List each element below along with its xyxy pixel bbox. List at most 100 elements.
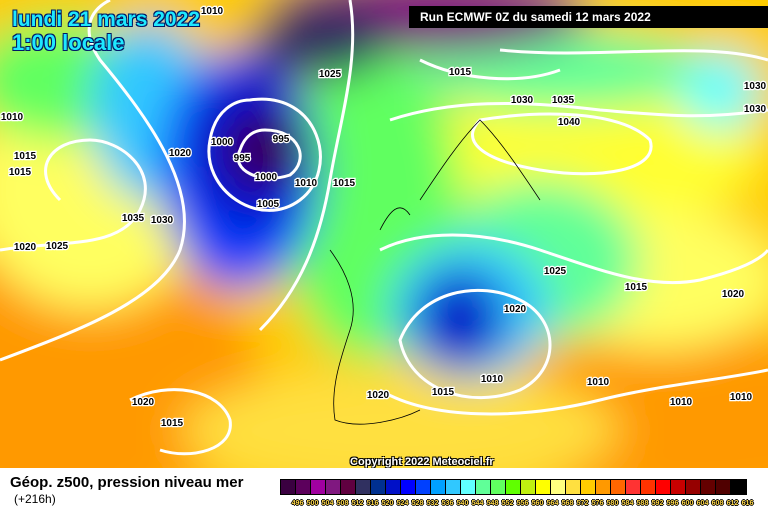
scale-swatch xyxy=(686,480,701,494)
isobar-label: 1020 xyxy=(14,242,37,253)
scale-label: 584 xyxy=(621,500,634,507)
scale-swatch xyxy=(281,480,296,494)
scale-label: 588 xyxy=(636,500,649,507)
scale-label: 536 xyxy=(441,500,454,507)
isobar-label: 995 xyxy=(273,134,290,145)
isobar-label: 1030 xyxy=(511,95,534,106)
isobar-label: 1010 xyxy=(481,374,504,385)
isobar-label: 995 xyxy=(234,153,251,164)
scale-label: 608 xyxy=(711,500,724,507)
isobar-label: 1010 xyxy=(1,112,24,123)
copyright: Copyright 2022 Meteociel.fr xyxy=(350,456,494,468)
scale-swatch xyxy=(386,480,401,494)
map-title: Géop. z500, pression niveau mer xyxy=(10,474,244,491)
scale-label: 516 xyxy=(366,500,379,507)
scale-swatch xyxy=(701,480,716,494)
isobar-label: 1010 xyxy=(201,6,224,17)
isobar-label: 1015 xyxy=(449,67,472,78)
isobar-label: 1030 xyxy=(744,81,767,92)
scale-swatch xyxy=(491,480,506,494)
scale-label: 612 xyxy=(726,500,739,507)
isobar-label: 1015 xyxy=(9,167,32,178)
isobar-label: 1040 xyxy=(558,117,581,128)
footer: Géop. z500, pression niveau mer (+216h) … xyxy=(0,468,768,512)
isobar-label: 1025 xyxy=(319,69,342,80)
isobar-label: 1015 xyxy=(14,151,37,162)
scale-label: 592 xyxy=(651,500,664,507)
scale-label: 576 xyxy=(591,500,604,507)
scale-swatch xyxy=(416,480,431,494)
scale-swatch xyxy=(626,480,641,494)
scale-label: 500 xyxy=(306,500,319,507)
scale-label: 508 xyxy=(336,500,349,507)
scale-swatch xyxy=(431,480,446,494)
scale-swatch xyxy=(311,480,326,494)
scale-swatch xyxy=(581,480,596,494)
scale-label: 556 xyxy=(516,500,529,507)
scale-label: 504 xyxy=(321,500,334,507)
scale-swatch xyxy=(296,480,311,494)
isobar-label: 1015 xyxy=(333,178,356,189)
isobar-label: 1020 xyxy=(169,148,192,159)
scale-swatch xyxy=(656,480,671,494)
weather-map: 1010 1025 1015 1030 1035 1040 1030 1030 1020 1000… xyxy=(0,0,768,468)
scale-label: 524 xyxy=(396,500,409,507)
scale-swatch xyxy=(356,480,371,494)
isobar-label: 1025 xyxy=(46,241,69,252)
isobar-label: 1020 xyxy=(367,390,390,401)
scale-swatch xyxy=(341,480,356,494)
isobar-label: 1015 xyxy=(625,282,648,293)
scale-label: 520 xyxy=(381,500,394,507)
scale-swatch xyxy=(596,480,611,494)
scale-swatch xyxy=(731,480,746,494)
scale-swatch xyxy=(476,480,491,494)
scale-swatch xyxy=(536,480,551,494)
scale-swatch xyxy=(641,480,656,494)
isobar-label: 1005 xyxy=(257,199,280,210)
scale-swatch xyxy=(671,480,686,494)
color-scale-labels: 496 500 504 508 512 516 520 524 528 532 536 540 544 5… xyxy=(290,500,755,507)
scale-label: 552 xyxy=(501,500,514,507)
isobar-label: 1030 xyxy=(151,215,174,226)
scale-swatch xyxy=(716,480,731,494)
scale-label: 600 xyxy=(681,500,694,507)
scale-swatch xyxy=(611,480,626,494)
color-scale xyxy=(280,479,747,495)
coastlines xyxy=(329,119,541,425)
scale-label: 568 xyxy=(561,500,574,507)
scale-label: 528 xyxy=(411,500,424,507)
scale-label: 596 xyxy=(666,500,679,507)
scale-swatch xyxy=(521,480,536,494)
valid-hour: 1:00 locale xyxy=(12,30,125,55)
isobar-label: 1025 xyxy=(544,266,567,277)
scale-label: 580 xyxy=(606,500,619,507)
valid-time: lundi 21 mars 2022 1:00 locale xyxy=(12,8,200,54)
scale-swatch xyxy=(446,480,461,494)
isobar-label: 1010 xyxy=(730,392,753,403)
scale-swatch xyxy=(326,480,341,494)
scale-label: 496 xyxy=(291,500,304,507)
isobar-label: 1030 xyxy=(744,104,767,115)
isobar-label: 1000 xyxy=(255,172,278,183)
scale-label: 544 xyxy=(471,500,484,507)
isobar-label: 1035 xyxy=(122,213,145,224)
run-banner: Run ECMWF 0Z du samedi 12 mars 2022 xyxy=(409,6,768,28)
scale-label: 572 xyxy=(576,500,589,507)
scale-swatch xyxy=(506,480,521,494)
forecast-lead: (+216h) xyxy=(14,492,56,506)
isobar-label: 1000 xyxy=(211,137,234,148)
scale-label: 548 xyxy=(486,500,499,507)
isobar-label: 1035 xyxy=(552,95,575,106)
scale-label: 564 xyxy=(546,500,559,507)
scale-swatch xyxy=(566,480,581,494)
isobar-label: 1010 xyxy=(295,178,318,189)
scale-swatch xyxy=(371,480,386,494)
scale-label: 604 xyxy=(696,500,709,507)
isobar-label: 1015 xyxy=(432,387,455,398)
isobar-label: 1020 xyxy=(132,397,155,408)
isobar-label: 1010 xyxy=(587,377,610,388)
isobar-label: 1020 xyxy=(504,304,527,315)
geopotential-field xyxy=(0,0,768,468)
scale-swatch xyxy=(401,480,416,494)
